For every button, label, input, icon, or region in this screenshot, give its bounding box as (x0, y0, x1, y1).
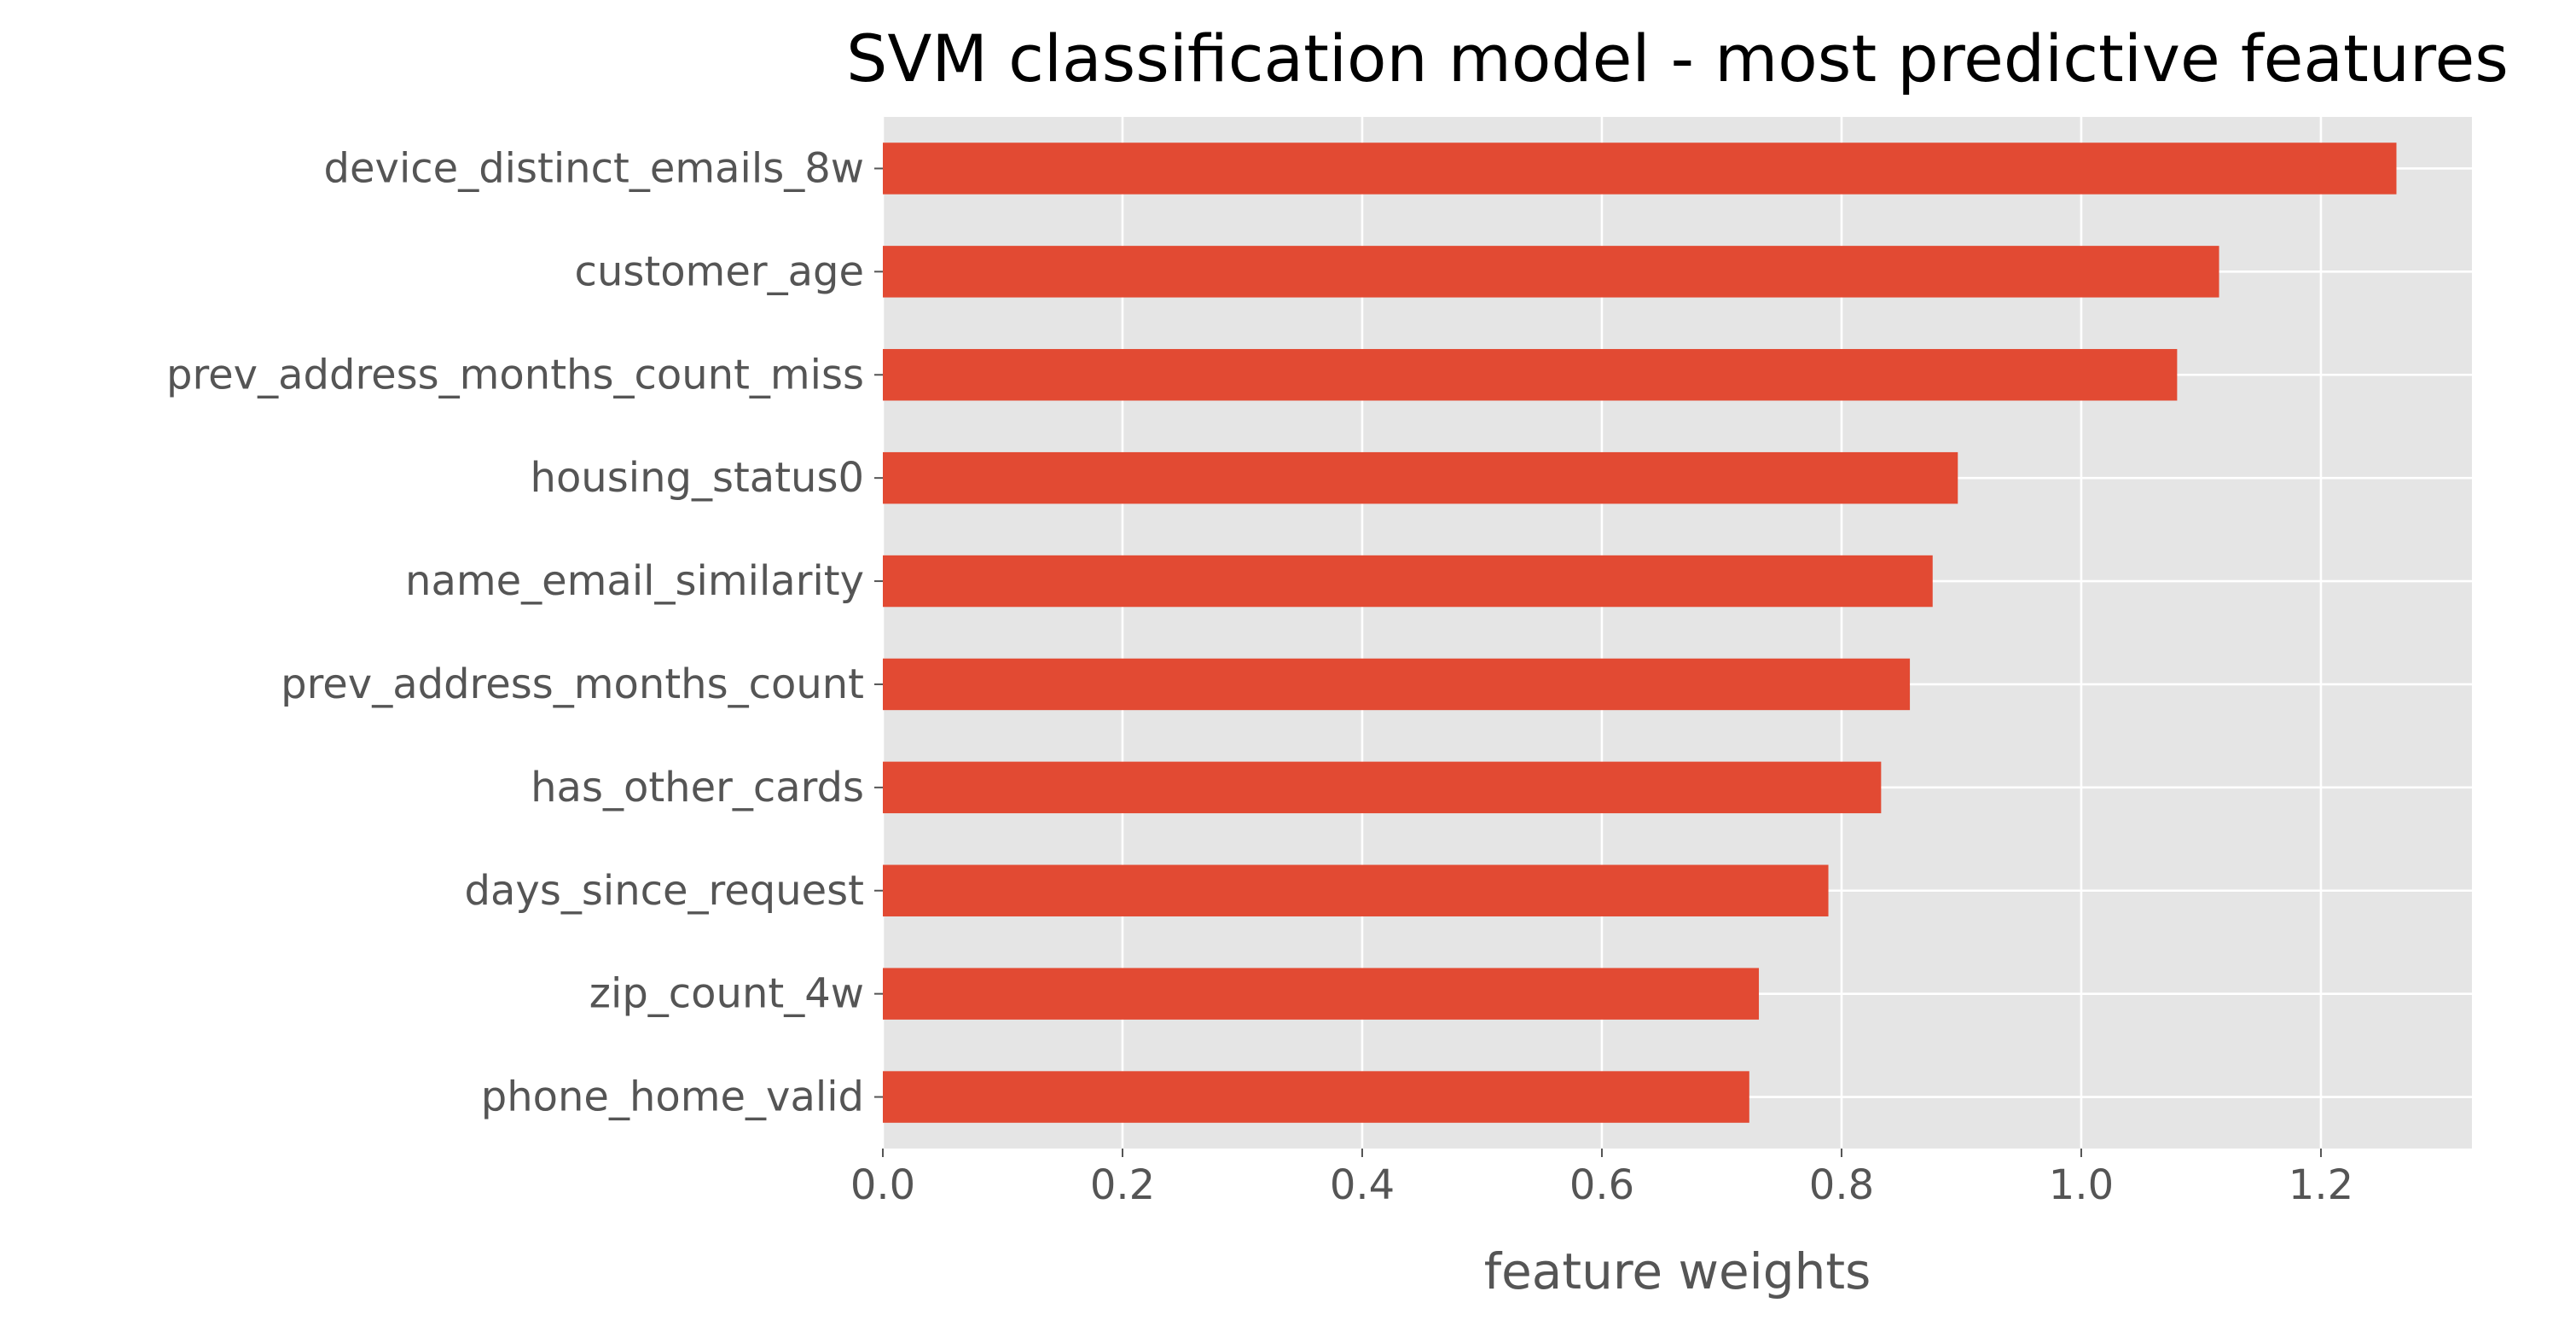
y-tick-label: phone_home_valid (481, 1073, 864, 1121)
bar-prev-address-months-count (883, 658, 1911, 711)
bar-phone-home-valid (883, 1071, 1749, 1123)
x-tick-label: 0.6 (1569, 1161, 1634, 1209)
x-tick-label: 0.0 (850, 1161, 915, 1209)
y-tick-label: prev_address_months_count_miss (166, 351, 864, 398)
y-axis-tick-labels: device_distinct_emails_8w customer_agepre… (166, 144, 883, 1121)
chart-title: SVM classification model - most predicti… (846, 20, 2509, 96)
bar-housing-status0 (883, 451, 1958, 504)
y-tick-label: has_other_cards (531, 764, 864, 811)
y-tick-label: prev_address_months_count (281, 660, 864, 708)
y-tick-label: name_email_similarity (405, 557, 864, 605)
x-tick-label: 1.2 (2289, 1161, 2353, 1209)
x-tick-label: 1.0 (2049, 1161, 2114, 1209)
y-tick-label: customer_age (575, 247, 864, 295)
bar-days-since-request (883, 864, 1829, 916)
y-tick-label: housing_status0 (531, 454, 864, 502)
x-tick-label: 0.4 (1330, 1161, 1395, 1209)
x-tick-label: 0.2 (1090, 1161, 1155, 1209)
x-axis-tick-labels: 0.0 0.2 0.4 0.6 0.8 1.0 1.2 (850, 1149, 2353, 1209)
bar-device-distinct-emails-8w (883, 143, 2397, 195)
y-tick-label: device_distinct_emails_8w (324, 144, 864, 192)
bar-customer-age (883, 246, 2219, 298)
bars (883, 143, 2397, 1123)
bar-zip-count-4w (883, 968, 1760, 1020)
x-axis-label: feature weights (1484, 1242, 1871, 1300)
bar-prev-address-months-count-miss (883, 349, 2178, 401)
y-tick-label: zip_count_4w (589, 970, 864, 1018)
bar-name-email-similarity (883, 555, 1933, 608)
y-tick-label: days_since_request (465, 867, 864, 915)
x-tick-label: 0.8 (1809, 1161, 1874, 1209)
bar-has-other-cards (883, 761, 1882, 814)
